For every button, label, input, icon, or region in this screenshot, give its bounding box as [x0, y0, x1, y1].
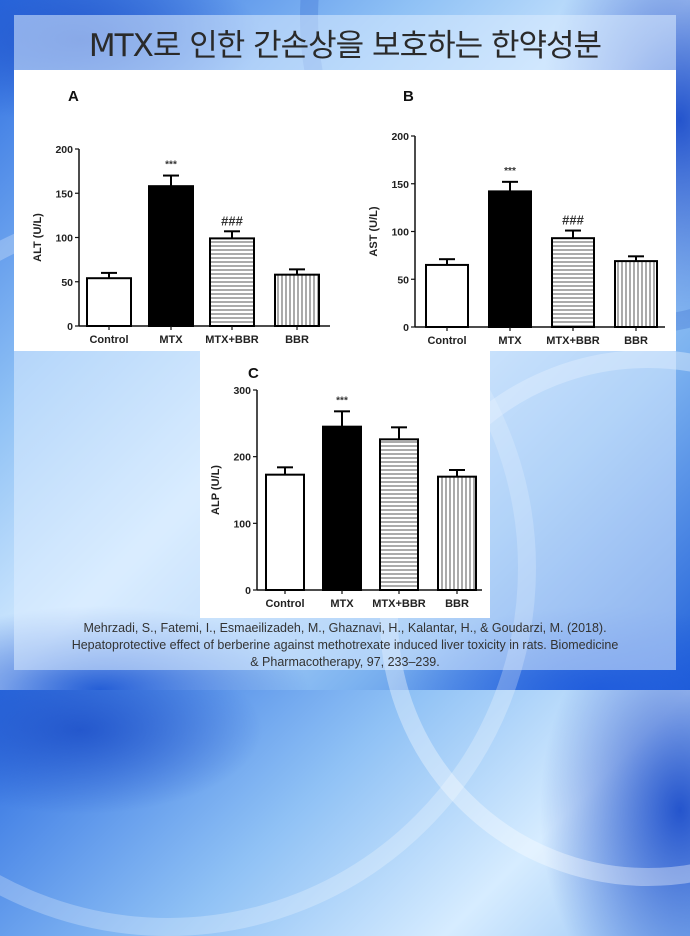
citation: Mehrzadi, S., Fatemi, I., Esmaeilizadeh,… [14, 620, 676, 671]
y-tick-label: 100 [55, 233, 73, 245]
y-tick-label: 0 [245, 585, 251, 597]
citation-line-1: Mehrzadi, S., Fatemi, I., Esmaeilizadeh,… [83, 621, 607, 635]
chart-b: B 0 50 100 150 200 AST (U/L) Control MTX *** MTX+B… [368, 88, 665, 347]
x-tick-label: BBR [624, 335, 648, 347]
significance-annotation: *** [165, 160, 177, 171]
x-tick-label: Control [89, 334, 128, 346]
bar [148, 185, 194, 327]
citation-line-3: & Pharmacotherapy, 97, 233–239. [250, 655, 440, 669]
panel-label: A [68, 88, 79, 105]
bar [437, 475, 477, 591]
bar [86, 277, 132, 327]
charts-svg: A 0 50 100 150 200 ALT (U/L) Control MTX *** MTX+B… [32, 88, 665, 610]
x-tick-label: MTX+BBR [546, 335, 600, 347]
panel-label: B [403, 88, 414, 105]
bar [322, 425, 362, 591]
x-tick-label: MTX+BBR [372, 598, 426, 610]
y-axis-label: ALP (U/L) [210, 465, 222, 515]
x-tick-label: MTX [330, 598, 354, 610]
y-tick-label: 100 [233, 518, 251, 530]
bar [209, 237, 255, 327]
y-tick-label: 100 [391, 227, 409, 239]
y-tick-label: 0 [403, 322, 409, 334]
y-tick-label: 150 [55, 188, 73, 200]
significance-annotation: ### [562, 213, 584, 228]
y-tick-label: 0 [67, 321, 73, 333]
y-tick-label: 50 [61, 277, 73, 289]
significance-annotation: *** [504, 166, 516, 177]
bar [614, 260, 658, 329]
chart-a: A 0 50 100 150 200 ALT (U/L) Control MTX *** MTX+B… [32, 88, 330, 346]
x-tick-label: Control [427, 335, 466, 347]
x-tick-label: MTX [159, 334, 183, 346]
x-tick-label: Control [265, 598, 304, 610]
y-tick-label: 150 [391, 179, 409, 191]
x-tick-label: BBR [285, 334, 309, 346]
bar [379, 438, 419, 592]
x-tick-label: BBR [445, 598, 469, 610]
x-tick-label: MTX [498, 335, 522, 347]
bar [425, 263, 469, 328]
y-tick-label: 200 [55, 144, 73, 156]
bar [265, 473, 305, 591]
bar [551, 237, 595, 328]
x-tick-label: MTX+BBR [205, 334, 259, 346]
y-axis-label: AST (U/L) [368, 206, 380, 256]
panel-label: C [248, 365, 259, 382]
y-tick-label: 300 [233, 385, 251, 397]
y-tick-label: 200 [391, 131, 409, 143]
chart-c: C 0 100 200 300 ALP (U/L) Control MTX *** MTX+BBR… [210, 365, 482, 610]
significance-annotation: *** [336, 395, 348, 406]
significance-annotation: ### [221, 213, 243, 228]
page-title: MTX로 인한 간손상을 보호하는 한약성분 [88, 28, 602, 64]
y-tick-label: 200 [233, 452, 251, 464]
y-tick-label: 50 [397, 274, 409, 286]
bar [274, 273, 320, 328]
y-axis-label: ALT (U/L) [32, 213, 44, 262]
citation-line-2: Hepatoprotective effect of berberine aga… [71, 638, 619, 652]
bar [488, 190, 532, 328]
